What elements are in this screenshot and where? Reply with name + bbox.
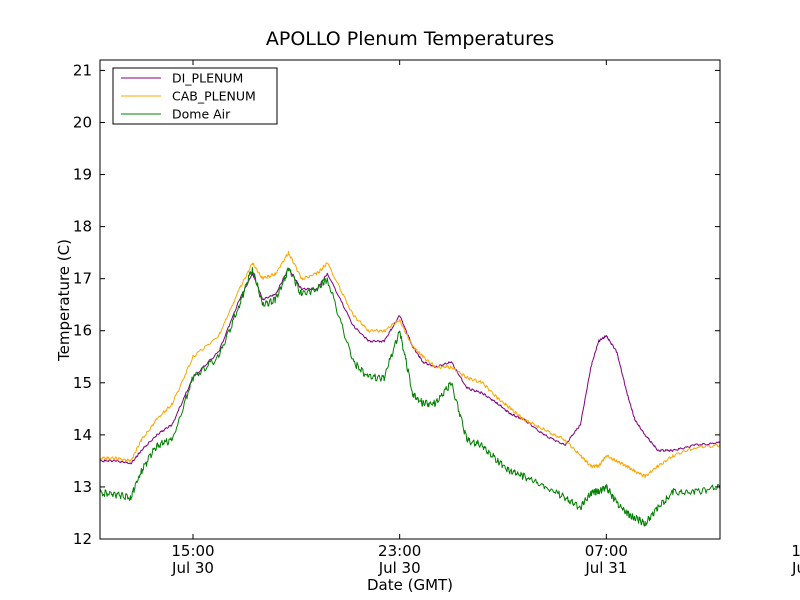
legend-label: Dome Air [172,107,231,122]
x-tick-label-date: Jul 30 [378,559,421,577]
x-tick-label-date: Jul 30 [171,559,214,577]
legend: DI_PLENUM CAB_PLENUM Dome Air [112,67,278,125]
plot-frame [99,59,721,540]
legend-label: CAB_PLENUM [172,89,256,104]
legend-label: DI_PLENUM [172,71,243,86]
plot-background [100,60,720,539]
x-tick-label-time: 15:00 [791,542,800,560]
y-axis-label: Temperature (C) [55,239,73,362]
y-tick-label: 14 [73,426,92,444]
x-tick-label-date: Jul 31 [791,559,800,577]
y-tick-label: 16 [73,322,92,340]
x-tick-label-time: 15:00 [171,542,214,560]
y-axis: 12 13 14 15 16 17 18 19 20 21 [73,61,720,548]
y-tick-label: 18 [73,218,92,236]
x-axis-label: Date (GMT) [367,576,453,594]
y-tick-label: 17 [73,270,92,288]
y-tick-label: 15 [73,374,92,392]
y-tick-label: 13 [73,478,92,496]
plot-area [99,59,721,540]
series-line-dome-air [100,267,720,527]
y-tick-label: 12 [73,530,92,548]
y-tick-label: 20 [73,113,92,131]
series-line-di-plenum [100,267,720,465]
x-tick-label-time: 23:00 [378,542,421,560]
series-line-cab-plenum [100,251,720,479]
x-tick-label-time: 07:00 [585,542,628,560]
y-tick-label: 19 [73,166,92,184]
chart-title: APOLLO Plenum Temperatures [266,28,554,50]
y-tick-label: 21 [73,61,92,79]
x-tick-label-date: Jul 31 [584,559,627,577]
